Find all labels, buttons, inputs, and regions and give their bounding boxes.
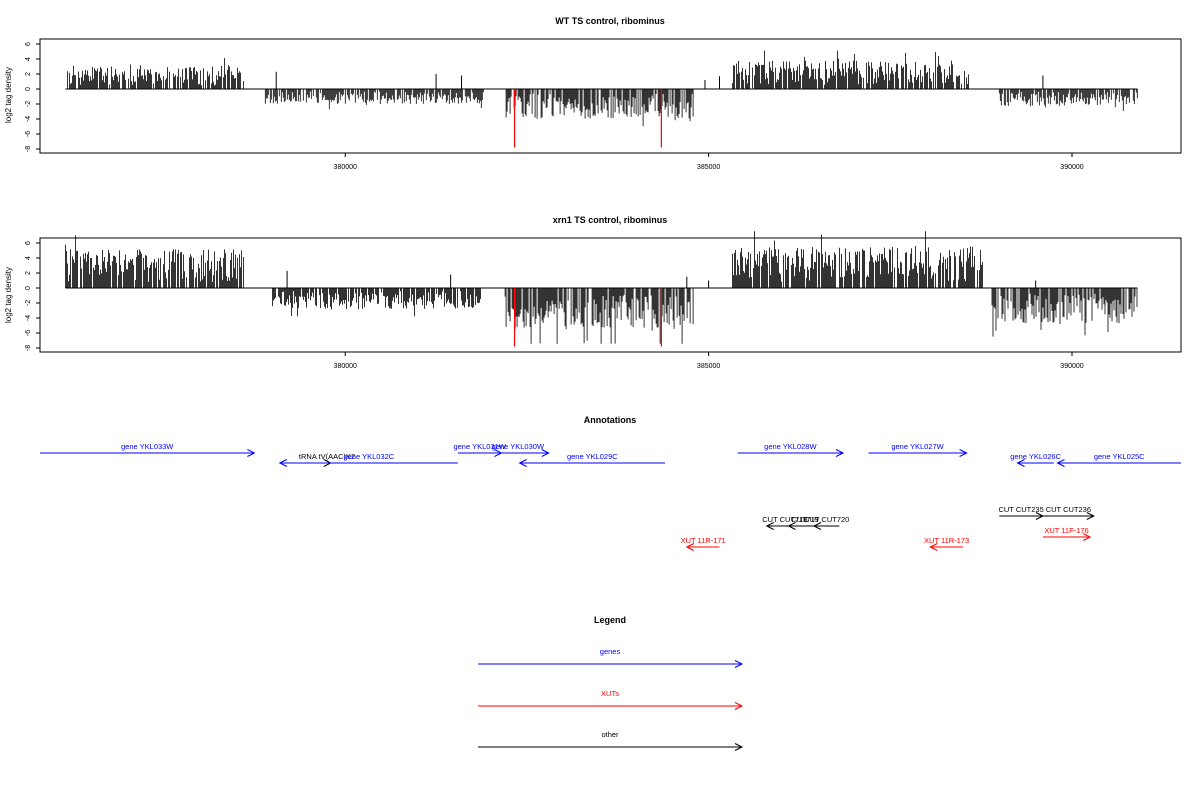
annotations-title: Annotations bbox=[584, 415, 637, 425]
legend: Legend genes XUTs other bbox=[478, 615, 744, 751]
feature-label-gene-ykl031w: gene YKL031W bbox=[453, 442, 506, 451]
feature-arrow-gene-ykl029c-head bbox=[518, 459, 527, 467]
feature-label-gene-ykl026c: gene YKL026C bbox=[1010, 452, 1061, 461]
wt-y-axis-label: log2 tag density bbox=[4, 67, 13, 123]
feature-arrow-cut-cut236-head bbox=[1086, 512, 1095, 520]
feature-arrow-xut-11f-176-head bbox=[1082, 533, 1092, 541]
feature-label-xut-11f-176: XUT 11F-176 bbox=[1044, 526, 1088, 535]
legend-label-xut: XUTs bbox=[601, 689, 619, 698]
feature-arrow-xut-11r-171-head bbox=[685, 543, 695, 551]
feature-arrow-cut719-head bbox=[787, 522, 796, 530]
legend-arrow-gene-head bbox=[734, 660, 744, 668]
feature-label-cut-cut235: CUT CUT235 bbox=[998, 505, 1043, 514]
wt-y-tick-label: -4 bbox=[25, 116, 32, 122]
xrn1-y-tick-label: 2 bbox=[25, 271, 32, 275]
feature-label-gene-ykl028w: gene YKL028W bbox=[764, 442, 817, 451]
xrn1-panel-title: xrn1 TS control, ribominus bbox=[553, 215, 668, 225]
feature-label-gene-ykl025c: gene YKL025C bbox=[1094, 452, 1145, 461]
feature-label-cut719: CUT719 bbox=[791, 515, 819, 524]
legend-arrow-xut-head bbox=[734, 702, 744, 710]
legend-arrow-other-head bbox=[734, 743, 744, 751]
legend-label-other: other bbox=[601, 730, 619, 739]
wt-density-panel: WT TS control, ribominus log2 tag densit… bbox=[4, 16, 1182, 171]
xrn1-bars bbox=[65, 231, 1138, 347]
wt-y-tick-label: 6 bbox=[25, 42, 32, 46]
feature-label-gene-ykl032c: gene YKL032C bbox=[343, 452, 394, 461]
legend-items: genes XUTs other bbox=[478, 647, 744, 751]
xrn1-y-tick-label: -8 bbox=[25, 345, 32, 351]
feature-arrow-gene-ykl026c-head bbox=[1016, 459, 1025, 467]
wt-y-tick-label: -8 bbox=[25, 146, 32, 152]
wt-x-tick-label: 390000 bbox=[1060, 164, 1083, 171]
feature-label-gene-ykl029c: gene YKL029C bbox=[567, 452, 618, 461]
legend-label-gene: genes bbox=[600, 647, 621, 656]
wt-x-tick-label: 380000 bbox=[334, 164, 357, 171]
feature-label-cut-cut720: CUT CUT720 bbox=[804, 515, 849, 524]
wt-y-tick-label: 2 bbox=[25, 72, 32, 76]
wt-bars bbox=[65, 50, 1138, 148]
feature-arrow-cut-cut720-head bbox=[812, 522, 822, 530]
xrn1-y-tick-label: 6 bbox=[25, 241, 32, 245]
xrn1-plot-frame bbox=[39, 237, 1182, 353]
xrn1-y-axis-label: log2 tag density bbox=[4, 267, 13, 323]
legend-title: Legend bbox=[594, 615, 626, 625]
feature-arrow-xut-11r-173-head bbox=[929, 543, 938, 551]
xrn1-y-tick-label: -2 bbox=[25, 300, 32, 306]
wt-y-tick-label: 4 bbox=[25, 57, 32, 61]
feature-label-cut-cut718: CUT CUT718 bbox=[762, 515, 807, 524]
wt-y-tick-label: 0 bbox=[25, 87, 32, 91]
feature-arrow-gene-ykl028w-head bbox=[835, 449, 845, 457]
xrn1-x-tick-label: 390000 bbox=[1060, 363, 1083, 370]
wt-x-axis: 380000 385000 390000 bbox=[334, 153, 1084, 171]
feature-label-gene-ykl027w: gene YKL027W bbox=[891, 442, 944, 451]
xrn1-y-tick-label: 4 bbox=[25, 256, 32, 260]
xrn1-y-tick-label: 0 bbox=[25, 286, 32, 290]
feature-label-gene-ykl030w: gene YKL030W bbox=[492, 442, 545, 451]
xrn1-y-axis: 6 4 2 0 -2 -4 -6 -8 bbox=[25, 241, 40, 351]
wt-y-tick-label: -2 bbox=[25, 101, 32, 107]
feature-arrow-gene-ykl033w-head bbox=[247, 449, 256, 457]
wt-x-tick-label: 385000 bbox=[697, 164, 720, 171]
xrn1-x-axis: 380000 385000 390000 bbox=[334, 352, 1084, 370]
xrn1-y-tick-label: -4 bbox=[25, 315, 32, 321]
feature-label-gene-ykl033w: gene YKL033W bbox=[121, 442, 174, 451]
feature-label-xut-11r-171: XUT 11R-171 bbox=[681, 536, 726, 545]
xrn1-y-tick-label: -6 bbox=[25, 330, 32, 336]
wt-y-axis: 6 4 2 0 -2 -4 -6 -8 bbox=[25, 42, 40, 152]
xrn1-x-tick-label: 380000 bbox=[334, 363, 357, 370]
wt-y-tick-label: -6 bbox=[25, 131, 32, 137]
feature-arrow-gene-ykl027w-head bbox=[959, 449, 968, 457]
feature-arrow-gene-ykl025c-head bbox=[1056, 459, 1065, 467]
wt-panel-title: WT TS control, ribominus bbox=[555, 16, 665, 26]
xrn1-x-tick-label: 385000 bbox=[697, 363, 720, 370]
xrn1-density-panel: xrn1 TS control, ribominus log2 tag dens… bbox=[4, 215, 1182, 370]
wt-plot-frame bbox=[39, 38, 1182, 154]
feature-label-cut-cut236: CUT CUT236 bbox=[1046, 505, 1091, 514]
feature-label-xut-11r-173: XUT 11R-173 bbox=[924, 536, 969, 545]
feature-arrow-cut-cut718-head bbox=[765, 522, 774, 530]
feature-arrow-gene-ykl032c-head bbox=[278, 459, 288, 467]
feature-label-trna-tv-aac-k2: tRNA tV(AAC)K2 bbox=[299, 452, 355, 461]
feature-arrow-gene-ykl030w-head bbox=[541, 449, 550, 457]
